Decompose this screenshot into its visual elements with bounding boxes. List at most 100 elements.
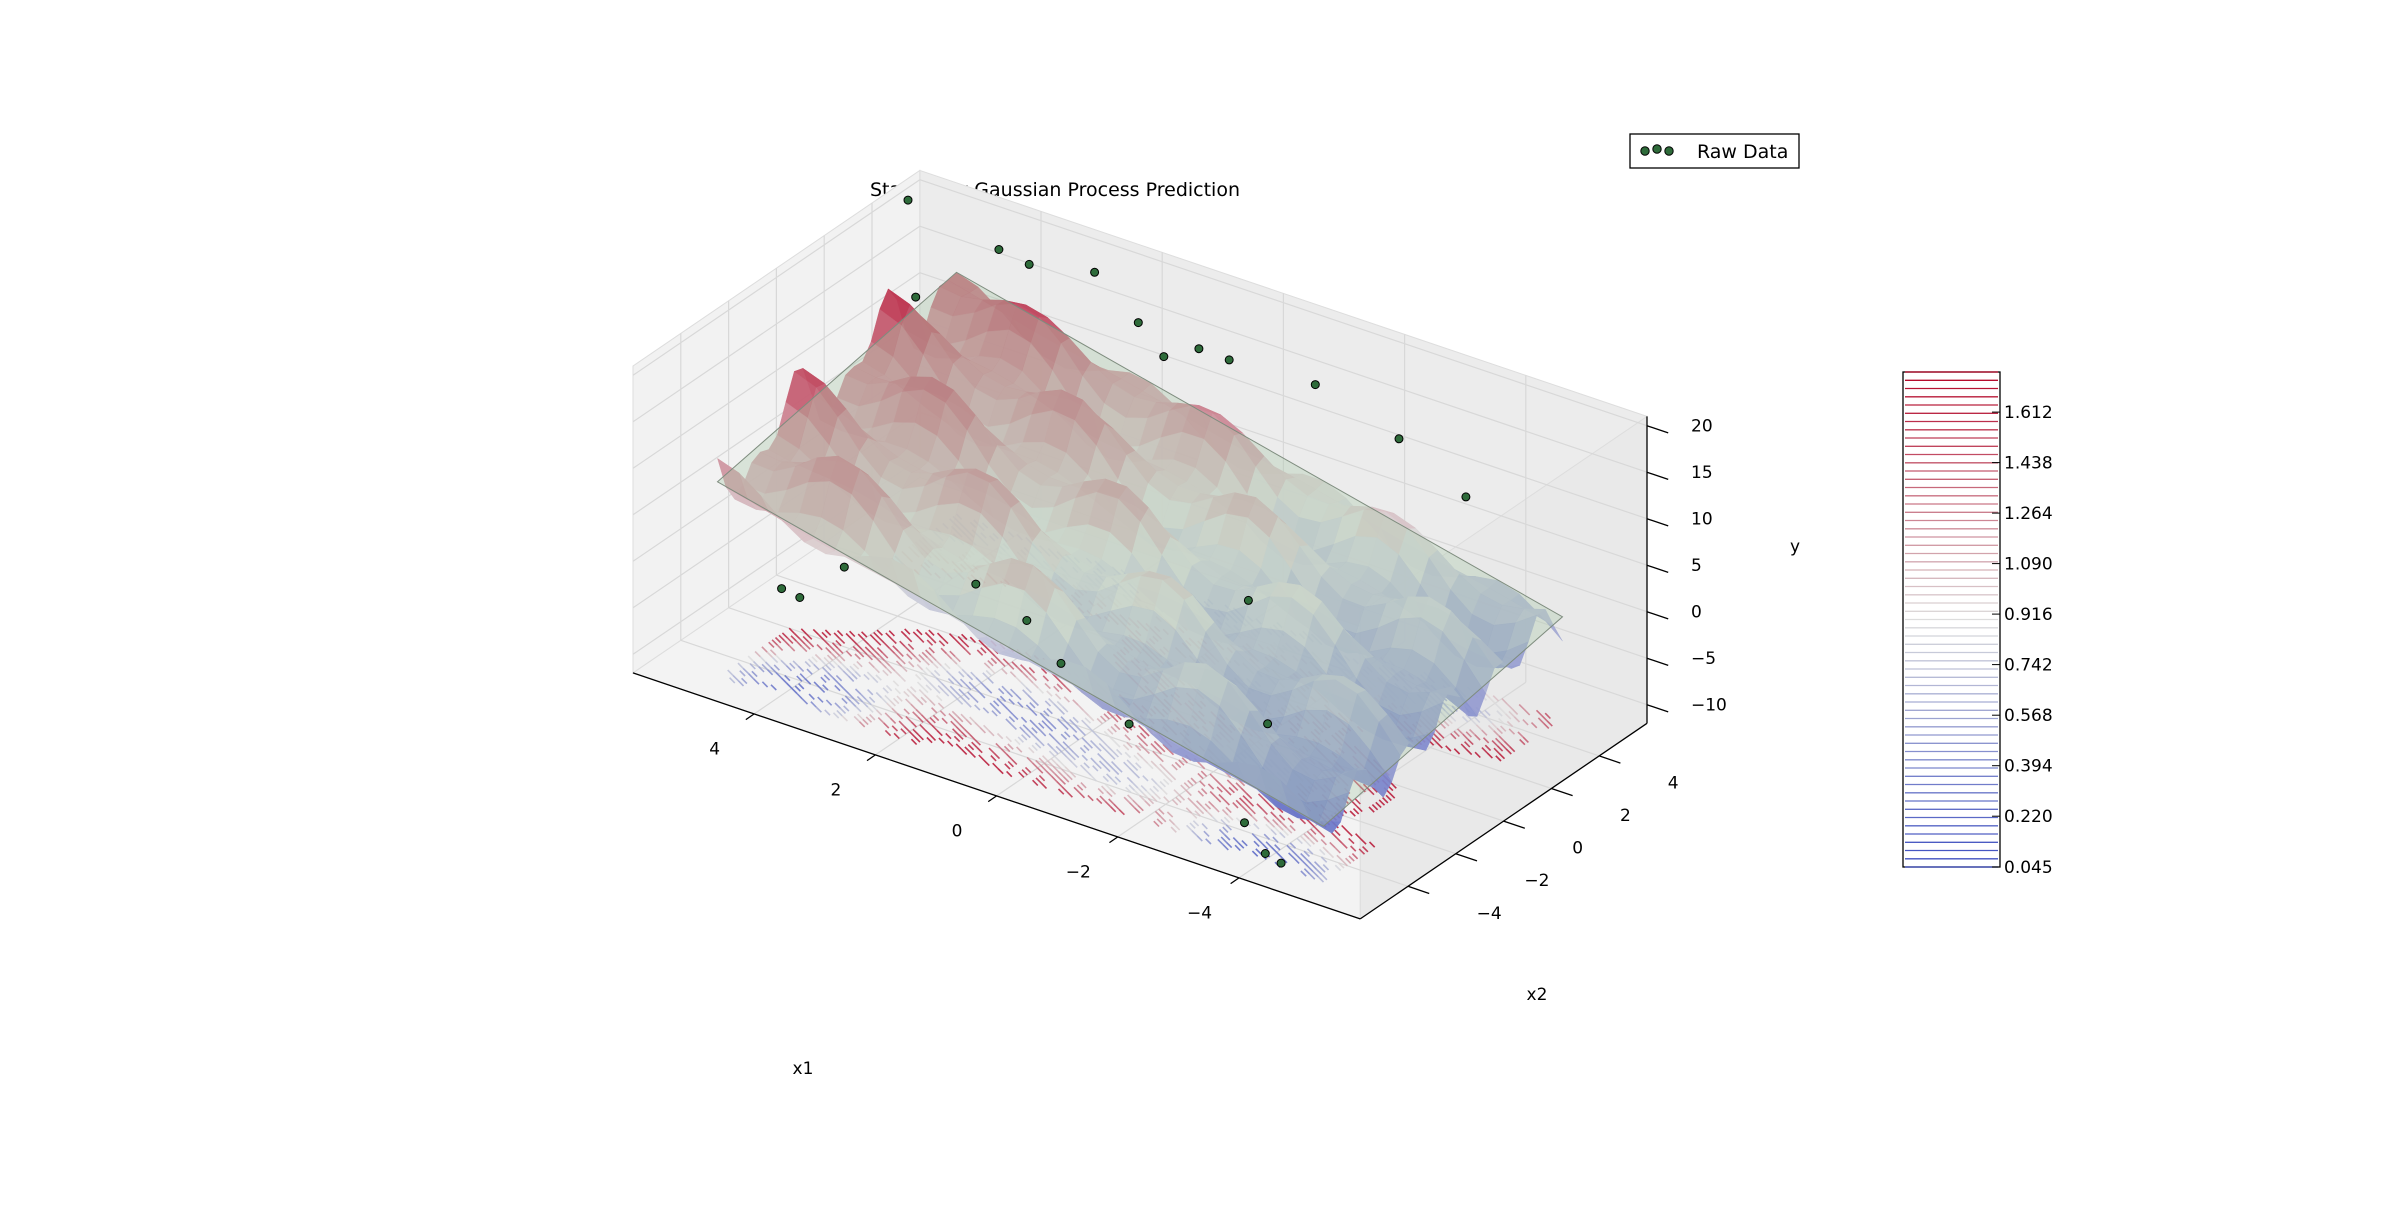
contour-segment: [917, 716, 924, 723]
contour-segment: [784, 674, 791, 682]
contour-segment: [1480, 712, 1488, 719]
contour-segment: [1154, 810, 1162, 818]
contour-segment: [929, 699, 936, 706]
contour-segment: [916, 681, 924, 688]
contour-segment: [1056, 780, 1063, 788]
contour-segment: [848, 693, 855, 700]
contour-segment: [1114, 776, 1122, 783]
contour-segment: [1108, 736, 1116, 743]
contour-segment: [908, 731, 916, 738]
contour-segment: [1092, 765, 1099, 772]
contour-segment: [1150, 778, 1158, 785]
contour-segment: [1097, 752, 1104, 760]
contour-segment: [929, 717, 936, 724]
contour-segment: [969, 716, 976, 723]
contour-segment: [1008, 716, 1016, 723]
contour-segment: [1456, 728, 1464, 735]
contour-segment: [1019, 726, 1026, 733]
contour-segment: [928, 647, 935, 654]
contour-segment: [1506, 720, 1514, 728]
contour-segment: [739, 670, 746, 677]
contour-segment: [974, 704, 981, 711]
contour-segment: [1028, 667, 1036, 674]
contour-segment: [999, 660, 1006, 667]
contour-segment: [1057, 718, 1064, 725]
y-tick-label: 5: [1691, 556, 1702, 576]
contour-segment: [910, 703, 917, 711]
contour-segment: [1053, 738, 1061, 745]
contour-segment: [876, 629, 883, 636]
contour-segment: [1438, 732, 1445, 739]
contour-segment: [1069, 754, 1076, 761]
contour-segment: [850, 638, 858, 645]
contour-segment: [1125, 786, 1132, 794]
contour-segment: [1329, 841, 1336, 849]
contour-segment: [1106, 710, 1114, 718]
x1-tick-label: 0: [952, 822, 963, 842]
raw-data-point: [795, 593, 805, 602]
raw-data-point: [994, 245, 1004, 254]
contour-segment: [1465, 731, 1472, 738]
contour-segment: [918, 636, 925, 643]
contour-segment: [1334, 864, 1342, 872]
contour-segment: [1382, 797, 1389, 804]
contour-segment: [1257, 793, 1265, 800]
contour-segment: [1511, 708, 1519, 715]
contour-segment: [833, 649, 841, 657]
contour-segment: [1103, 748, 1111, 755]
contour-segment: [997, 767, 1004, 775]
contour-segment: [1054, 755, 1061, 763]
contour-segment: [1100, 715, 1107, 722]
contour-segment: [893, 697, 900, 705]
contour-segment: [861, 648, 868, 656]
contour-segment: [1161, 771, 1168, 778]
contour-segment: [1299, 817, 1307, 825]
contour-segment: [1032, 699, 1039, 707]
contour-segment: [1016, 746, 1023, 753]
contour-segment: [832, 677, 839, 684]
contour-segment: [1300, 870, 1307, 877]
contour-segment: [1508, 745, 1516, 753]
contour-segment: [955, 743, 963, 750]
contour-segment: [761, 646, 768, 653]
contour-segment: [854, 688, 862, 695]
contour-segment: [1090, 775, 1097, 782]
contour-segment: [944, 662, 951, 670]
contour-segment: [1219, 783, 1227, 791]
contour-segment: [1046, 690, 1053, 697]
contour-segment: [1103, 730, 1111, 738]
contour-segment: [1489, 697, 1496, 704]
contour-segment: [930, 654, 937, 662]
contour-segment: [1200, 770, 1208, 777]
contour-segment: [1096, 797, 1103, 805]
contour-segment: [973, 686, 981, 694]
contour-segment: [1104, 783, 1111, 790]
contour-segment: [914, 736, 921, 743]
contour-segment: [820, 659, 827, 666]
contour-segment: [964, 746, 971, 753]
legend-marker: [1664, 146, 1674, 156]
contour-segment: [737, 680, 745, 687]
contour-segment: [1167, 748, 1175, 756]
contour-segment: [910, 721, 917, 728]
contour-segment: [1300, 852, 1307, 860]
contour-segment: [798, 683, 805, 690]
colorbar-tick-label: 1.090: [2004, 555, 2053, 575]
contour-segment: [1020, 681, 1027, 688]
contour-segment: [908, 661, 915, 668]
contour-segment: [1005, 735, 1012, 743]
contour-segment: [1289, 824, 1296, 832]
contour-segment: [882, 669, 889, 677]
contour-segment: [937, 685, 944, 692]
contour-segment: [1112, 751, 1119, 758]
contour-segment: [1299, 835, 1307, 842]
contour-segment: [1484, 709, 1491, 717]
contour-segment: [1493, 747, 1500, 754]
contour-segment: [1038, 722, 1045, 729]
contour-segment: [1192, 802, 1199, 809]
contour-segment: [925, 684, 932, 691]
contour-segment: [924, 729, 931, 736]
contour-segment: [876, 647, 884, 654]
contour-segment: [1098, 742, 1106, 750]
contour-segment: [1044, 682, 1051, 690]
